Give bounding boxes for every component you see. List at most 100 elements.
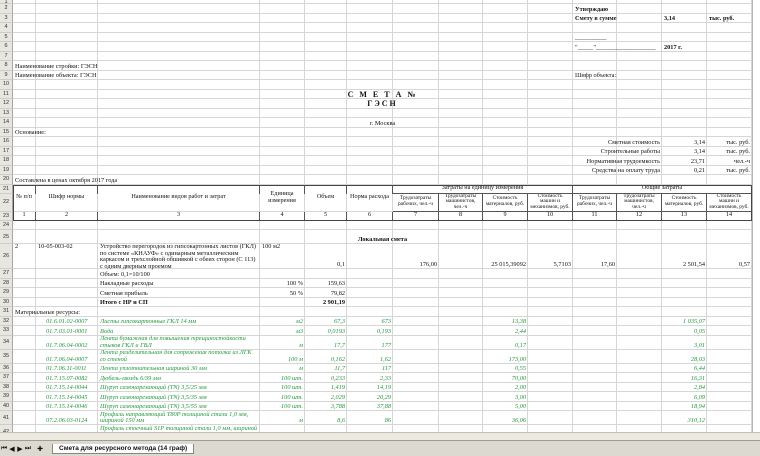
grid-cell[interactable] [528, 165, 573, 175]
cell-c42[interactable]: Профиль стоечный S1P толщиной стали 1,0 … [98, 425, 260, 432]
cell-d39[interactable]: 100 шт. [260, 392, 305, 402]
grid-cell[interactable] [573, 0, 617, 4]
grid-cell[interactable] [347, 137, 393, 147]
grid-cell[interactable] [662, 137, 707, 147]
cell-i39[interactable]: 3,00 [483, 392, 528, 402]
grid-cell[interactable] [439, 13, 483, 23]
cell-d41[interactable]: м [260, 411, 305, 425]
row-header[interactable]: 14 [0, 118, 13, 128]
grid-cell[interactable] [36, 316, 98, 326]
grid-cell[interactable] [98, 4, 260, 14]
grid-cell[interactable] [36, 13, 98, 23]
grid-cell[interactable] [573, 70, 617, 80]
grid-cell[interactable] [260, 127, 305, 137]
grid-cell[interactable] [617, 23, 662, 33]
grid-cell[interactable] [617, 401, 662, 411]
add-sheet-icon[interactable]: ✚ [37, 445, 43, 453]
cell-k6[interactable]: "_____"___________________ [573, 42, 662, 52]
grid-cell[interactable] [347, 118, 393, 128]
grid-cell[interactable] [528, 425, 573, 432]
grid-cell[interactable] [573, 108, 617, 118]
cell-f40[interactable]: 37,88 [347, 402, 393, 412]
grid-cell[interactable] [305, 99, 347, 109]
grid-cell[interactable] [573, 230, 617, 244]
next-sheet-icon[interactable]: ▶ [17, 445, 23, 453]
grid-cell[interactable] [13, 316, 36, 326]
grid-cell[interactable] [707, 51, 752, 61]
grid-cell[interactable] [707, 269, 752, 279]
grid-cell[interactable] [13, 23, 36, 33]
grid-cell[interactable] [393, 4, 439, 14]
grid-cell[interactable] [98, 137, 260, 147]
grid-cell[interactable] [347, 42, 393, 52]
row-header[interactable]: 33 [0, 326, 13, 336]
grid-cell[interactable] [393, 108, 439, 118]
cell-f34[interactable]: 177 [347, 336, 393, 350]
row-header[interactable]: 34 [0, 335, 13, 350]
grid-cell[interactable] [98, 108, 260, 118]
cell-c41[interactable]: Профиль направляющий T80P толщиной стали… [98, 411, 260, 425]
grid-cell[interactable] [98, 411, 260, 425]
grid-cell[interactable] [36, 61, 98, 71]
grid-cell[interactable] [439, 220, 483, 230]
grid-cell[interactable] [347, 411, 393, 425]
row-header[interactable]: 38 [0, 382, 13, 392]
cell-e28[interactable]: 159,63 [305, 279, 347, 289]
cell-m3[interactable]: 3,14 [662, 14, 707, 24]
cell-b34[interactable]: 01.7.06.04-0002 [36, 336, 98, 350]
grid-cell[interactable] [13, 244, 36, 269]
grid-cell[interactable] [13, 0, 36, 4]
cell-f42[interactable]: 234 [347, 425, 393, 433]
grid-cell[interactable] [573, 411, 617, 425]
grid-cell[interactable] [347, 392, 393, 402]
grid-cell[interactable] [662, 32, 707, 42]
grid-cell[interactable] [98, 307, 260, 317]
cell-f37[interactable]: 2,33 [347, 373, 393, 383]
cell-a25[interactable]: Локальная смета [13, 230, 752, 244]
grid-cell[interactable] [528, 326, 573, 336]
grid-cell[interactable] [439, 288, 483, 298]
grid-cell[interactable] [305, 23, 347, 33]
cell-b33[interactable]: 01.7.03.01-0001 [36, 326, 98, 336]
cell-i26[interactable]: 25 015,39092 [483, 244, 528, 269]
grid-cell[interactable] [662, 425, 707, 432]
grid-cell[interactable] [393, 0, 439, 4]
grid-cell[interactable] [528, 401, 573, 411]
grid-cell[interactable] [662, 335, 707, 350]
grid-cell[interactable] [36, 401, 98, 411]
grid-cell[interactable] [13, 108, 36, 118]
grid-cell[interactable] [260, 13, 305, 23]
grid-cell[interactable] [707, 401, 752, 411]
cell-e29[interactable]: 79,82 [305, 288, 347, 298]
grid-cell[interactable] [347, 13, 393, 23]
grid-cell[interactable] [347, 269, 393, 279]
grid-cell[interactable] [36, 137, 98, 147]
row-header[interactable]: 15 [0, 127, 13, 137]
spreadsheet-grid[interactable]: 1 2 Утверждаю 3 Смету в сумме 3,14 тыс. руб. 4 5… [0, 0, 760, 432]
grid-cell[interactable] [483, 373, 528, 383]
grid-cell[interactable] [260, 220, 305, 230]
grid-cell[interactable] [347, 193, 393, 212]
grid-cell[interactable] [347, 278, 393, 288]
row-header[interactable]: 3 [0, 13, 13, 23]
grid-cell[interactable] [617, 32, 662, 42]
grid-cell[interactable] [13, 42, 36, 52]
grid-cell[interactable] [260, 307, 305, 317]
grid-cell[interactable] [36, 411, 98, 425]
grid-cell[interactable] [439, 278, 483, 288]
cell-i19[interactable]: Средства на оплату труда [483, 166, 662, 176]
grid-cell[interactable] [393, 425, 439, 432]
grid-cell[interactable] [483, 392, 528, 402]
grid-cell[interactable] [13, 297, 36, 307]
cell-f35[interactable]: 1,62 [347, 350, 393, 364]
grid-cell[interactable] [528, 373, 573, 383]
grid-cell[interactable] [393, 316, 439, 326]
grid-cell[interactable] [573, 156, 617, 166]
grid-cell[interactable] [662, 146, 707, 156]
grid-cell[interactable] [13, 335, 36, 350]
cell-k9[interactable]: Шифр объекта: [573, 71, 662, 81]
grid-cell[interactable] [617, 108, 662, 118]
grid-cell[interactable] [617, 382, 662, 392]
cell-e40[interactable]: 3,788 [305, 402, 347, 412]
row-header[interactable]: 42 [0, 425, 13, 432]
